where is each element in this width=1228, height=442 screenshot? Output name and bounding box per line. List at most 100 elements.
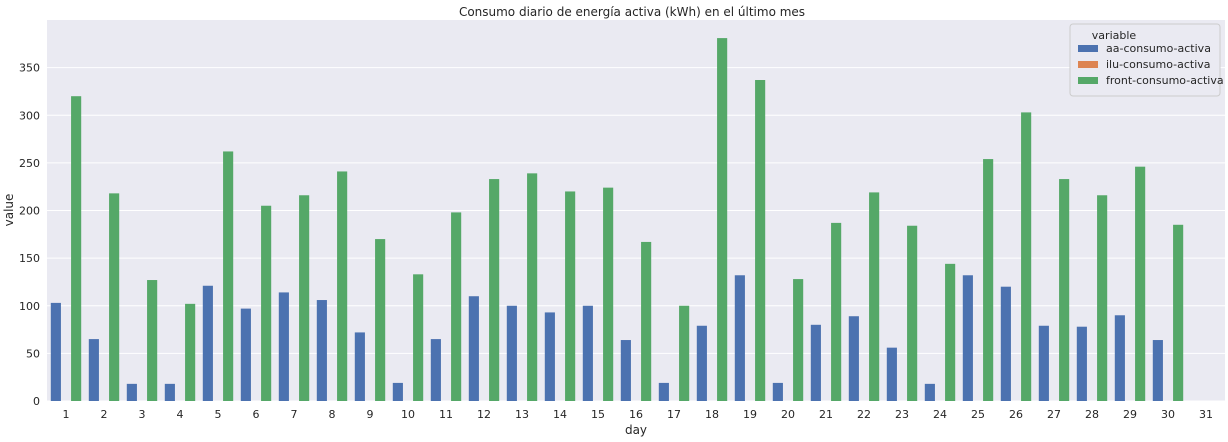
bar-aa-consumo-activa-day-17 [659,383,669,401]
x-tick-label: 30 [1161,408,1175,421]
x-tick-label: 21 [819,408,833,421]
bar-front-consumo-activa-day-17 [679,306,689,401]
x-tick-label: 16 [629,408,643,421]
bar-front-consumo-activa-day-28 [1097,195,1107,401]
bar-aa-consumo-activa-day-26 [1001,287,1011,401]
bar-front-consumo-activa-day-3 [147,280,157,401]
legend-label-front-consumo-activa: front-consumo-activa [1106,74,1224,87]
bar-aa-consumo-activa-day-21 [811,325,821,401]
bar-aa-consumo-activa-day-16 [621,340,631,401]
y-tick-label: 300 [19,109,40,122]
bar-front-consumo-activa-day-23 [907,226,917,401]
bar-front-consumo-activa-day-4 [185,304,195,401]
bar-front-consumo-activa-day-1 [71,96,81,401]
bar-front-consumo-activa-day-22 [869,192,879,401]
legend: variable aa-consumo-activa ilu-consumo-ac… [1070,24,1224,96]
legend-swatch-aa-consumo-activa [1078,45,1098,52]
bar-aa-consumo-activa-day-1 [51,303,61,401]
y-axis-ticks: 0 50 100 150 200 250 300 350 [19,62,40,408]
bar-aa-consumo-activa-day-15 [583,306,593,401]
bar-aa-consumo-activa-day-11 [431,339,441,401]
bar-aa-consumo-activa-day-20 [773,383,783,401]
bar-front-consumo-activa-day-12 [489,179,499,401]
y-tick-label: 0 [33,395,40,408]
bar-aa-consumo-activa-day-14 [545,312,555,401]
bar-aa-consumo-activa-day-2 [89,339,99,401]
chart-title: Consumo diario de energía activa (kWh) e… [459,5,805,19]
bar-front-consumo-activa-day-30 [1173,225,1183,401]
bar-front-consumo-activa-day-27 [1059,179,1069,401]
x-tick-label: 2 [101,408,108,421]
bar-aa-consumo-activa-day-12 [469,296,479,401]
bar-aa-consumo-activa-day-8 [317,300,327,401]
x-tick-label: 14 [553,408,567,421]
x-tick-label: 22 [857,408,871,421]
x-tick-label: 5 [215,408,222,421]
bar-front-consumo-activa-day-26 [1021,112,1031,401]
x-tick-label: 10 [401,408,415,421]
x-axis-label: day [625,423,647,437]
bar-aa-consumo-activa-day-7 [279,292,289,401]
bar-aa-consumo-activa-day-5 [203,286,213,401]
y-tick-label: 100 [19,300,40,313]
bar-front-consumo-activa-day-2 [109,193,119,401]
x-tick-label: 29 [1123,408,1137,421]
y-axis-label: value [2,194,16,227]
x-tick-label: 27 [1047,408,1061,421]
bar-front-consumo-activa-day-18 [717,38,727,401]
bar-front-consumo-activa-day-13 [527,173,537,401]
bar-front-consumo-activa-day-24 [945,264,955,401]
bar-front-consumo-activa-day-21 [831,223,841,401]
bar-aa-consumo-activa-day-9 [355,332,365,401]
x-tick-label: 9 [367,408,374,421]
x-tick-label: 13 [515,408,529,421]
y-tick-label: 200 [19,205,40,218]
bar-aa-consumo-activa-day-19 [735,275,745,401]
x-axis-ticks: 1 2 3 4 5 6 7 8 9 10 11 12 13 14 15 16 17 18 19 20 21 22 23 24 2… [63,408,1214,421]
x-tick-label: 7 [291,408,298,421]
bar-front-consumo-activa-day-5 [223,151,233,401]
bar-front-consumo-activa-day-10 [413,274,423,401]
legend-swatch-ilu-consumo-activa [1078,61,1098,68]
x-tick-label: 20 [781,408,795,421]
bar-aa-consumo-activa-day-22 [849,316,859,401]
y-tick-label: 150 [19,252,40,265]
bar-front-consumo-activa-day-6 [261,206,271,401]
bar-front-consumo-activa-day-29 [1135,167,1145,401]
bar-front-consumo-activa-day-15 [603,188,613,401]
x-tick-label: 18 [705,408,719,421]
bar-aa-consumo-activa-day-30 [1153,340,1163,401]
x-tick-label: 6 [253,408,260,421]
x-tick-label: 4 [177,408,184,421]
x-tick-label: 12 [477,408,491,421]
x-tick-label: 15 [591,408,605,421]
y-tick-label: 250 [19,157,40,170]
x-tick-label: 19 [743,408,757,421]
bar-front-consumo-activa-day-20 [793,279,803,401]
bar-aa-consumo-activa-day-25 [963,275,973,401]
bar-front-consumo-activa-day-11 [451,212,461,401]
y-tick-label: 350 [19,62,40,75]
x-tick-label: 3 [139,408,146,421]
bar-aa-consumo-activa-day-27 [1039,326,1049,401]
bar-front-consumo-activa-day-16 [641,242,651,401]
bar-front-consumo-activa-day-9 [375,239,385,401]
bar-aa-consumo-activa-day-13 [507,306,517,401]
bar-aa-consumo-activa-day-3 [127,384,137,401]
bar-aa-consumo-activa-day-4 [165,384,175,401]
bar-aa-consumo-activa-day-28 [1077,327,1087,401]
x-tick-label: 28 [1085,408,1099,421]
x-tick-label: 24 [933,408,947,421]
bar-aa-consumo-activa-day-23 [887,348,897,401]
x-tick-label: 17 [667,408,681,421]
bar-aa-consumo-activa-day-10 [393,383,403,401]
x-tick-label: 31 [1199,408,1213,421]
legend-label-ilu-consumo-activa: ilu-consumo-activa [1106,58,1211,71]
x-tick-label: 26 [1009,408,1023,421]
legend-swatch-front-consumo-activa [1078,77,1098,84]
x-tick-label: 25 [971,408,985,421]
legend-title: variable [1092,29,1137,42]
legend-label-aa-consumo-activa: aa-consumo-activa [1106,42,1211,55]
bar-front-consumo-activa-day-14 [565,191,575,401]
